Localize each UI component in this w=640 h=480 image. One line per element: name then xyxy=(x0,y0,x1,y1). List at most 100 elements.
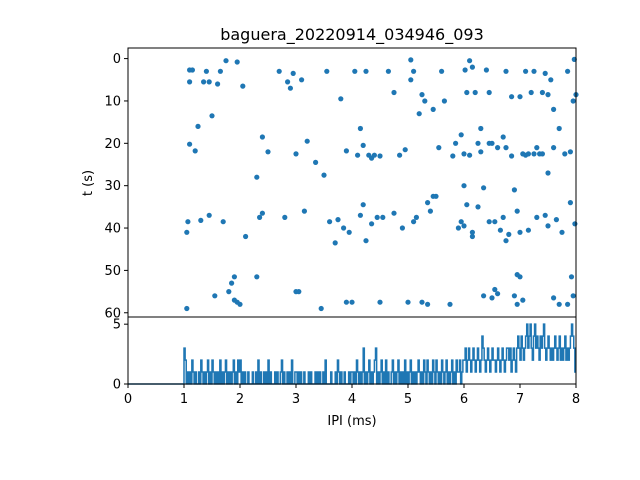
histogram-x-tick-label: 4 xyxy=(348,392,356,407)
scatter-point xyxy=(377,153,383,159)
histogram-x-tick-label: 5 xyxy=(404,392,412,407)
scatter-point xyxy=(469,229,475,235)
scatter-point xyxy=(425,200,431,206)
scatter-point xyxy=(514,208,520,214)
histogram-x-tick-label: 2 xyxy=(236,392,244,407)
scatter-y-ticks: 0 10 20 30 40 50 60 xyxy=(104,52,128,321)
scatter-point xyxy=(565,301,571,307)
scatter-point xyxy=(301,208,307,214)
scatter-point xyxy=(257,214,263,220)
scatter-point xyxy=(472,89,478,96)
scatter-point xyxy=(509,94,515,100)
scatter-point xyxy=(464,202,470,208)
scatter-point xyxy=(481,293,487,299)
scatter-point xyxy=(212,293,218,299)
scatter-point xyxy=(357,212,363,218)
scatter-point xyxy=(198,217,204,223)
scatter-point xyxy=(332,240,338,246)
scatter-point xyxy=(259,210,265,216)
scatter-point xyxy=(217,68,223,74)
scatter-point xyxy=(192,148,198,154)
scatter-point xyxy=(243,233,249,240)
scatter-y-tick-label: 60 xyxy=(104,306,121,321)
scatter-point xyxy=(545,92,551,98)
scatter-point xyxy=(231,274,237,280)
scatter-point xyxy=(254,174,260,180)
scatter-point xyxy=(551,145,557,151)
scatter-point xyxy=(567,149,574,155)
scatter-point xyxy=(492,219,498,225)
scatter-point xyxy=(399,225,405,231)
scatter-point xyxy=(430,106,436,112)
histogram-x-tick-label: 7 xyxy=(516,392,524,407)
scatter-point xyxy=(568,274,575,280)
scatter-point xyxy=(433,193,439,199)
scatter-point xyxy=(352,68,358,74)
scatter-point xyxy=(481,185,487,191)
scatter-point xyxy=(427,208,433,214)
scatter-point xyxy=(357,125,363,132)
scatter-point xyxy=(405,299,411,305)
scatter-point xyxy=(341,225,347,231)
scatter-point xyxy=(503,238,509,244)
scatter-point xyxy=(287,85,293,91)
scatter-point xyxy=(290,70,296,76)
scatter-point xyxy=(539,89,546,96)
scatter-point xyxy=(184,229,190,235)
scatter-point xyxy=(514,301,520,307)
scatter-point xyxy=(548,77,554,83)
scatter-point xyxy=(565,68,571,74)
scatter-point xyxy=(296,289,302,295)
scatter-point xyxy=(534,214,540,220)
scatter-point xyxy=(500,134,506,140)
scatter-point xyxy=(475,204,481,210)
histogram-x-tick-label: 6 xyxy=(460,392,468,407)
scatter-point xyxy=(343,148,349,154)
scatter-point xyxy=(478,125,484,132)
scatter-point xyxy=(572,221,578,227)
histogram-series-line xyxy=(128,323,576,385)
chart-title: baguera_20220914_034946_093 xyxy=(220,25,484,45)
scatter-point xyxy=(209,113,215,119)
scatter-point xyxy=(408,57,414,63)
scatter-point xyxy=(453,140,459,146)
scatter-point xyxy=(187,79,193,85)
scatter-point xyxy=(542,70,548,76)
scatter-point xyxy=(570,98,576,104)
scatter-point xyxy=(567,200,574,206)
scatter-point xyxy=(559,229,565,235)
scatter-point xyxy=(497,227,503,233)
scatter-point xyxy=(545,170,551,176)
scatter-points xyxy=(184,56,579,312)
scatter-point xyxy=(402,147,408,153)
scatter-y-tick-label: 0 xyxy=(113,52,121,67)
scatter-point xyxy=(469,233,475,240)
histogram-x-tick-label: 0 xyxy=(124,392,132,407)
scatter-y-tick-label: 30 xyxy=(104,179,121,194)
scatter-point xyxy=(469,64,475,70)
scatter-point xyxy=(355,152,361,158)
scatter-point xyxy=(285,79,291,85)
scatter-point xyxy=(511,293,517,299)
scatter-point xyxy=(276,68,282,74)
scatter-point xyxy=(539,151,546,157)
scatter-point xyxy=(327,219,333,225)
scatter-point xyxy=(478,149,484,155)
scatter-point xyxy=(447,301,453,307)
scatter-point xyxy=(458,219,464,225)
histogram-x-ticks: 0 1 2 3 4 5 6 7 8 xyxy=(124,384,580,407)
scatter-point xyxy=(425,301,431,307)
scatter-y-tick-label: 20 xyxy=(104,137,121,152)
scatter-point xyxy=(304,138,310,144)
scatter-y-axis-label: t (s) xyxy=(81,170,96,196)
scatter-point xyxy=(458,132,464,138)
scatter-point xyxy=(189,67,195,73)
scatter-point xyxy=(380,214,386,220)
scatter-point xyxy=(492,286,498,293)
scatter-point xyxy=(517,94,523,100)
scatter-point xyxy=(551,106,557,112)
scatter-point xyxy=(562,151,568,157)
scatter-point xyxy=(525,151,532,157)
scatter-point xyxy=(349,299,355,305)
